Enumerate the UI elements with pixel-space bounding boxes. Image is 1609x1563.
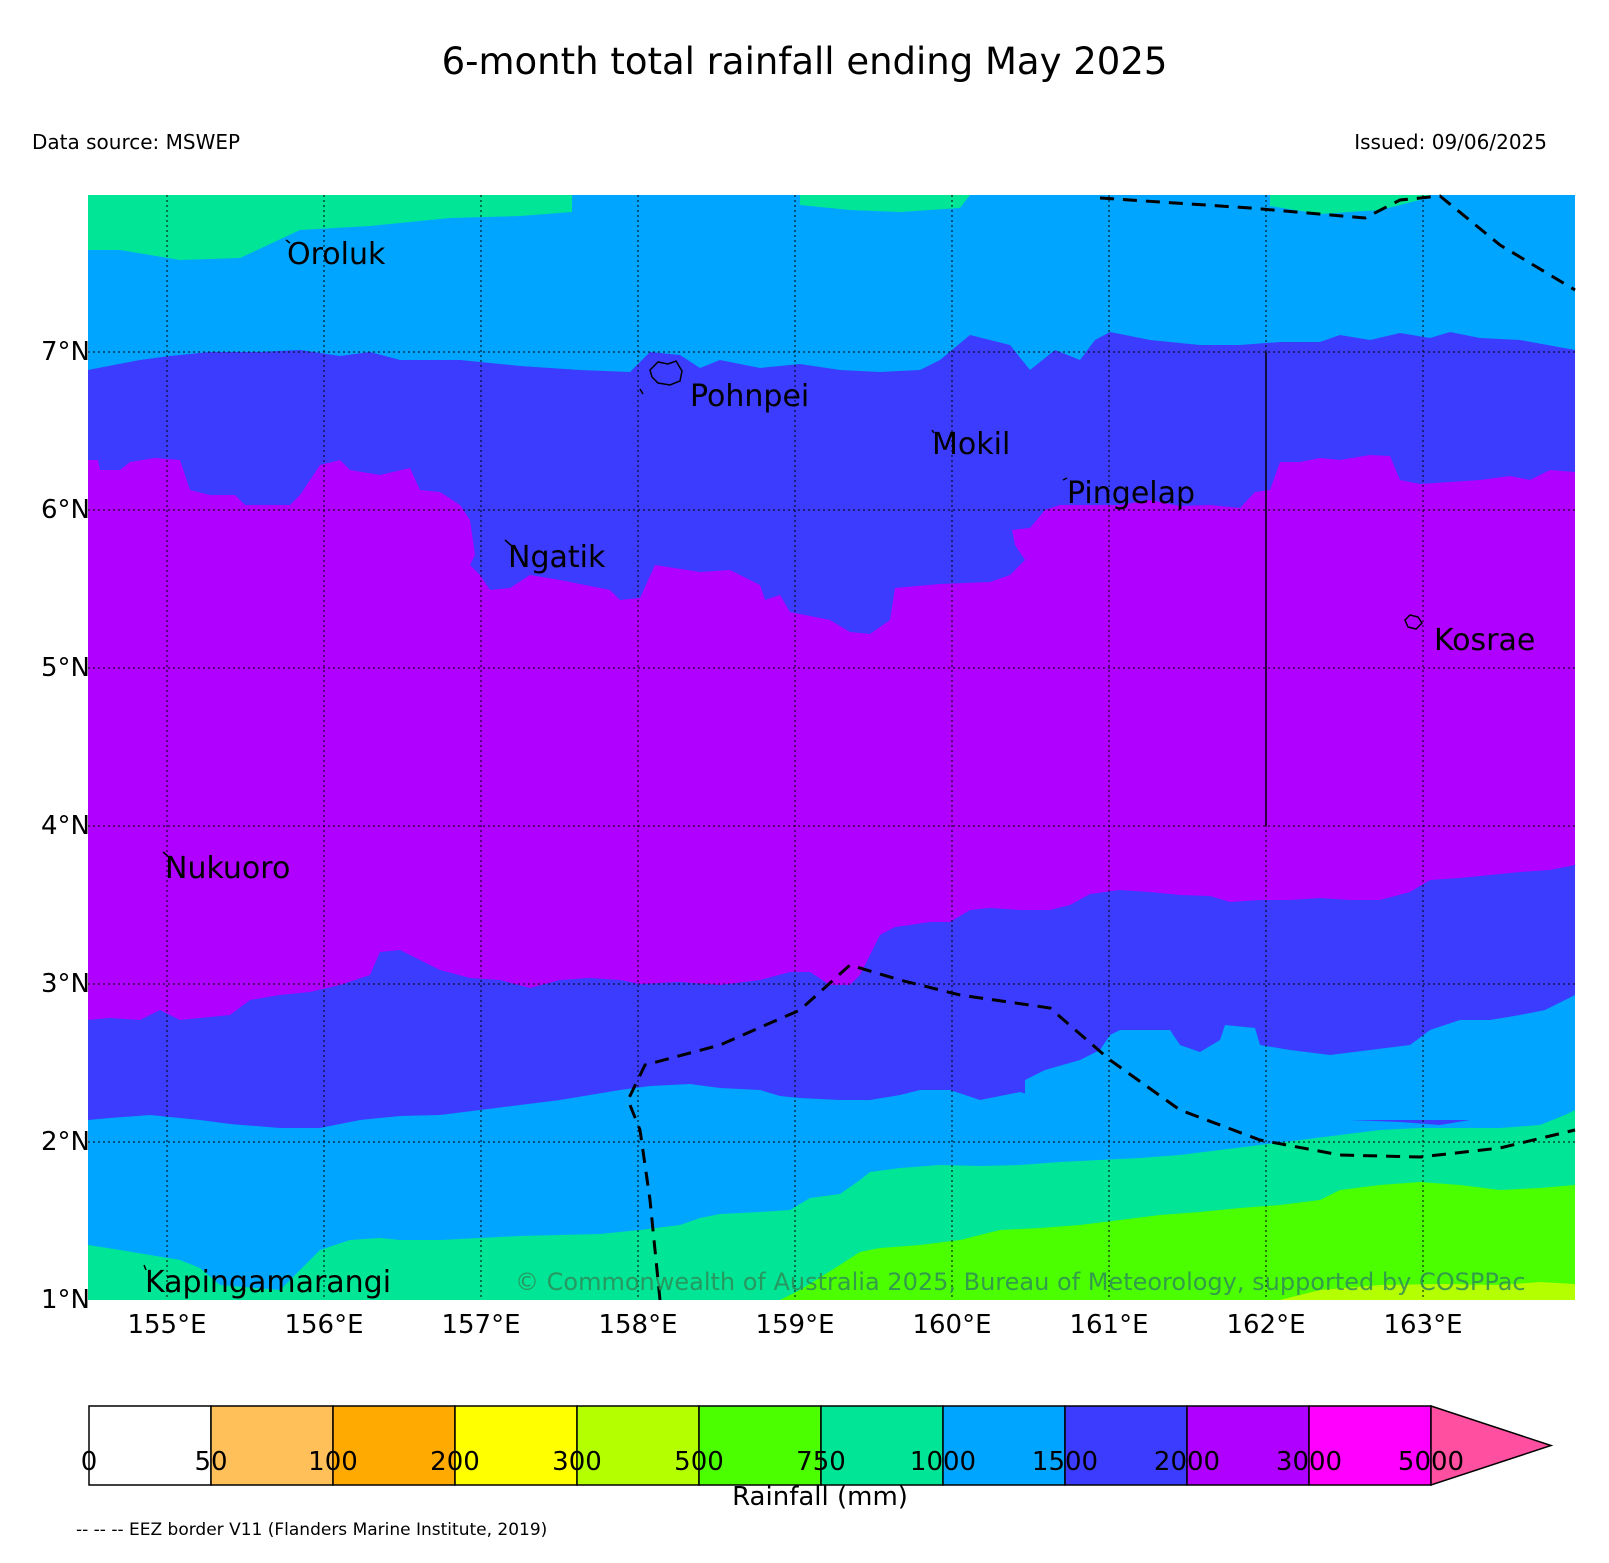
colorbar-title: Rainfall (mm) (732, 1482, 908, 1512)
place-label-pingelap: Pingelap (1067, 476, 1195, 511)
band-750-1000-top (88, 195, 572, 260)
colorbar-tick-label: 300 (552, 1447, 602, 1477)
colorbar-tick-label: 750 (796, 1447, 846, 1477)
lat-label: 2°N (41, 1127, 90, 1157)
place-label-ngatik: Ngatik (508, 540, 606, 575)
band-2000-3000 (88, 455, 1575, 1020)
colorbar-tick-label: 3000 (1275, 1447, 1343, 1477)
colorbar-tick-label: 0 (80, 1447, 98, 1477)
band-1000-1500-lower (1025, 995, 1575, 1120)
lon-label: 162°E (1226, 1310, 1306, 1340)
lat-label: 4°N (41, 811, 90, 841)
lat-label: 5°N (41, 653, 90, 683)
data-source: Data source: MSWEP (32, 130, 241, 154)
band-750-1000-top-mid (800, 195, 970, 212)
lon-label: 161°E (1069, 1310, 1149, 1340)
colorbar-tick-label: 200 (430, 1447, 480, 1477)
lat-label: 3°N (41, 969, 90, 999)
place-label-nukuoro: Nukuoro (165, 851, 290, 886)
place-label-kosrae: Kosrae (1434, 623, 1535, 658)
colorbar-tick-label: 100 (308, 1447, 358, 1477)
island-pohnpei (649, 360, 683, 386)
eez-note: -- -- -- EEZ border V11 (Flanders Marine… (76, 1520, 548, 1540)
lon-label: 160°E (912, 1310, 992, 1340)
colorbar-tick-label: 5000 (1397, 1447, 1465, 1477)
place-label-mokil: Mokil (932, 427, 1010, 462)
eez-borders (626, 194, 1576, 1301)
lon-label: 159°E (755, 1310, 835, 1340)
band-750-1000-top-right (1270, 195, 1430, 214)
colorbar-tick-label: 1500 (1031, 1447, 1099, 1477)
gridlines (88, 195, 1575, 1300)
page-title: 6-month total rainfall ending May 2025 (441, 40, 1168, 83)
lon-label: 157°E (441, 1310, 521, 1340)
colorbar-tick-label: 50 (194, 1447, 228, 1477)
place-label-pohnpei: Pohnpei (690, 379, 809, 414)
lon-label: 155°E (127, 1310, 207, 1340)
lat-label: 1°N (41, 1285, 90, 1315)
lat-label: 6°N (41, 495, 90, 525)
colorbar-tick-label: 1000 (909, 1447, 977, 1477)
issued-date: Issued: 09/06/2025 (1354, 130, 1547, 154)
colorbar-tick-label: 500 (674, 1447, 724, 1477)
lon-label: 156°E (284, 1310, 364, 1340)
colorbar-tick-label: 2000 (1153, 1447, 1221, 1477)
island-kosrae (1404, 614, 1423, 630)
lat-label: 7°N (41, 337, 90, 367)
band-300-500 (1280, 1282, 1575, 1300)
lon-label: 163°E (1383, 1310, 1463, 1340)
lon-label: 158°E (598, 1310, 678, 1340)
place-label-oroluk: Oroluk (287, 237, 386, 272)
place-label-kapingamarangi: Kapingamarangi (145, 1265, 391, 1300)
band-500-750 (780, 1182, 1575, 1300)
copyright-text: © Commonwealth of Australia 2025, Bureau… (515, 1268, 1526, 1296)
